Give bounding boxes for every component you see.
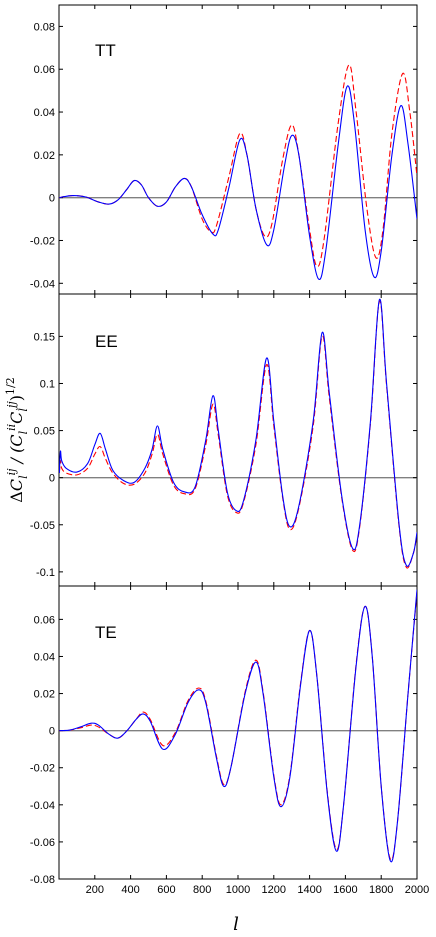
y-tick-label-te: 0.02 (34, 689, 55, 701)
series-solid-tt (59, 85, 417, 281)
x-tick-label: 1800 (369, 884, 393, 896)
x-tick-label: 1400 (297, 884, 321, 896)
y-tick-label-te: -0.08 (30, 874, 55, 886)
x-axis-ticks: 200 400 600 800 1000 1200 1400 1600 1800 2000 (86, 884, 430, 896)
x-tick-label: 800 (193, 884, 211, 896)
y-tick-label-tt: 0.02 (34, 150, 55, 162)
x-tick-label: 1600 (333, 884, 357, 896)
x-tick-label: 1200 (262, 884, 286, 896)
y-tick-label-tt: 0.06 (34, 64, 55, 76)
series-solid-te (59, 589, 417, 863)
panel-label-ee: EE (95, 332, 118, 351)
y-tick-label-tt: 0.08 (34, 21, 55, 33)
x-tick-label: 400 (121, 884, 139, 896)
series-solid-ee (59, 298, 417, 567)
y-tick-label-ee: 0.1 (40, 378, 55, 390)
y-axis-label: ΔClij / (CliiCljj)1/2 (4, 377, 30, 502)
x-axis-label: l (233, 914, 239, 935)
x-tick-label: 200 (86, 884, 104, 896)
y-tick-label-ee: 0 (49, 473, 55, 485)
x-tick-label: 1000 (226, 884, 250, 896)
panel-ee: 0.15 0.1 0.05 0 -0.05 -0.1 (30, 294, 418, 586)
y-tick-label-te: -0.06 (30, 837, 55, 849)
panel-tt: 0.08 0.06 0.04 0.02 0 -0.02 -0.04 (30, 5, 418, 294)
series-dashed-tt (59, 64, 417, 268)
y-tick-label-ee: -0.1 (36, 567, 55, 579)
y-tick-label-ee: 0.15 (34, 331, 55, 343)
y-tick-label-tt: 0 (49, 193, 55, 205)
x-tick-label: 600 (157, 884, 175, 896)
y-tick-label-tt: -0.04 (30, 278, 55, 290)
y-tick-label-te: 0.06 (34, 614, 55, 626)
y-tick-label-te: 0.04 (34, 651, 55, 663)
panel-label-te: TE (95, 623, 117, 642)
panel-te: 0.06 0.04 0.02 0 -0.02 -0.04 -0.06 -0.08 (30, 586, 418, 886)
y-tick-label-ee: -0.05 (30, 520, 55, 532)
y-tick-label-tt: -0.02 (30, 235, 55, 247)
panel-label-tt: TT (95, 41, 116, 60)
y-tick-label-tt: 0.04 (34, 107, 55, 119)
y-tick-label-te: -0.04 (30, 800, 55, 812)
y-tick-label-ee: 0.05 (34, 426, 55, 438)
y-tick-label-te: -0.02 (30, 763, 55, 775)
x-tick-label: 2000 (405, 884, 429, 896)
y-tick-label-te: 0 (49, 726, 55, 738)
